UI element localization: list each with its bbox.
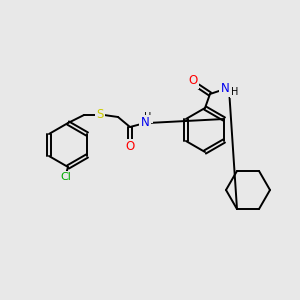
Text: N: N [141,116,149,130]
Text: O: O [188,74,198,88]
Text: N: N [220,82,230,95]
Text: H: H [144,112,152,122]
Text: Cl: Cl [61,172,71,182]
Text: S: S [96,109,104,122]
Text: O: O [125,140,135,154]
Text: H: H [231,87,239,97]
